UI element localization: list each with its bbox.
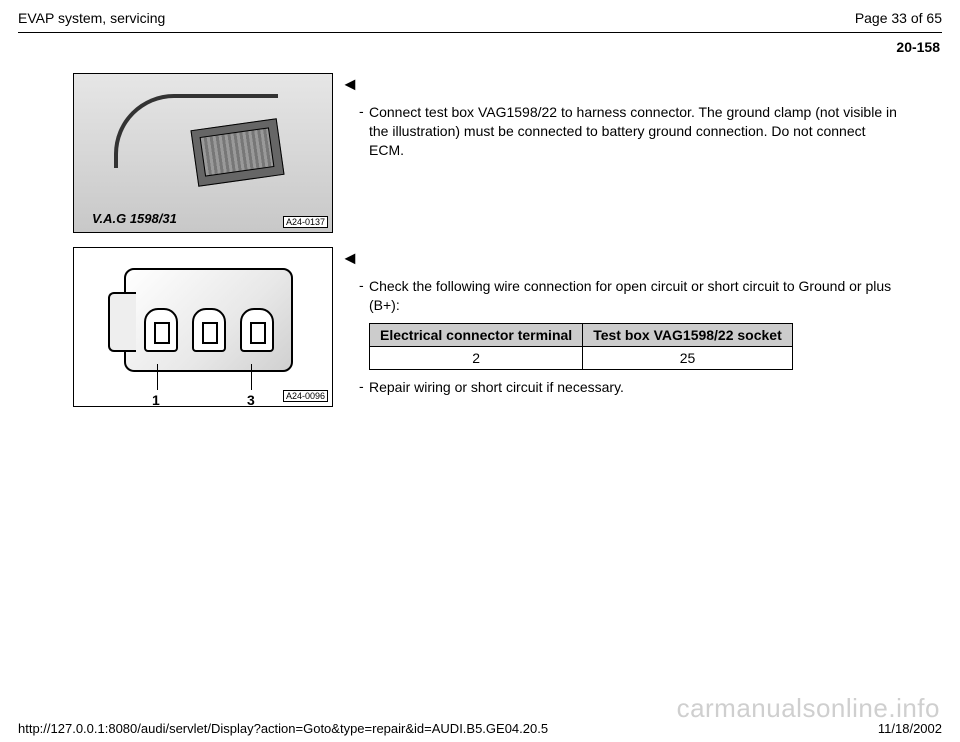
figure2-callout-1: 1 — [152, 392, 160, 407]
table-header-cell: Test box VAG1598/22 socket — [583, 323, 793, 346]
table-row: 2 25 — [370, 346, 793, 369]
page-indicator: Page 33 of 65 — [855, 10, 942, 26]
bullet-dash-icon: - — [359, 103, 369, 119]
bullet-dash-icon: - — [359, 378, 369, 394]
document-title: EVAP system, servicing — [18, 10, 165, 26]
page-header: EVAP system, servicing Page 33 of 65 — [18, 10, 942, 26]
table-header-row: Electrical connector terminal Test box V… — [370, 323, 793, 346]
pointer-arrow-icon: ◄ — [341, 75, 359, 93]
table-cell: 2 — [370, 346, 583, 369]
bullet-dash-icon: - — [359, 277, 369, 293]
table-header-cell: Electrical connector terminal — [370, 323, 583, 346]
section-number: 20-158 — [18, 39, 940, 55]
bullet-text: Repair wiring or short circuit if necess… — [369, 378, 942, 397]
footer-url: http://127.0.0.1:8080/audi/servlet/Displ… — [18, 721, 548, 736]
bullet-text: Check the following wire connection for … — [369, 277, 942, 315]
pointer-arrow-icon: ◄ — [341, 249, 359, 267]
figure2-image-code: A24-0096 — [283, 390, 328, 402]
content-area: V.A.G 1598/31 A24-0137 ◄ - Connect test … — [18, 73, 942, 407]
figure2-callout-3: 3 — [247, 392, 255, 407]
page-footer: http://127.0.0.1:8080/audi/servlet/Displ… — [18, 721, 942, 736]
instruction-text-1: ◄ - Connect test box VAG1598/22 to harne… — [341, 73, 942, 168]
instruction-text-2: ◄ - Check the following wire connection … — [341, 247, 942, 405]
table-cell: 25 — [583, 346, 793, 369]
wiring-table: Electrical connector terminal Test box V… — [369, 323, 793, 370]
figure-engine-bay: V.A.G 1598/31 A24-0137 — [73, 73, 333, 233]
watermark: carmanualsonline.info — [677, 693, 940, 724]
bullet-item: - Check the following wire connection fo… — [359, 277, 942, 315]
connector-body — [124, 268, 293, 372]
figure1-tool-label: V.A.G 1598/31 — [92, 211, 177, 226]
bullet-item: - Repair wiring or short circuit if nece… — [359, 378, 942, 397]
bullet-item: - Connect test box VAG1598/22 to harness… — [359, 103, 942, 160]
figure-connector: 1 3 A24-0096 — [73, 247, 333, 407]
footer-date: 11/18/2002 — [878, 721, 942, 736]
page: EVAP system, servicing Page 33 of 65 20-… — [0, 0, 960, 742]
header-divider — [18, 32, 942, 33]
figure1-image-code: A24-0137 — [283, 216, 328, 228]
instruction-row-1: V.A.G 1598/31 A24-0137 ◄ - Connect test … — [73, 73, 942, 233]
bullet-text: Connect test box VAG1598/22 to harness c… — [369, 103, 942, 160]
instruction-row-2: 1 3 A24-0096 ◄ - Check the following wir… — [73, 247, 942, 407]
